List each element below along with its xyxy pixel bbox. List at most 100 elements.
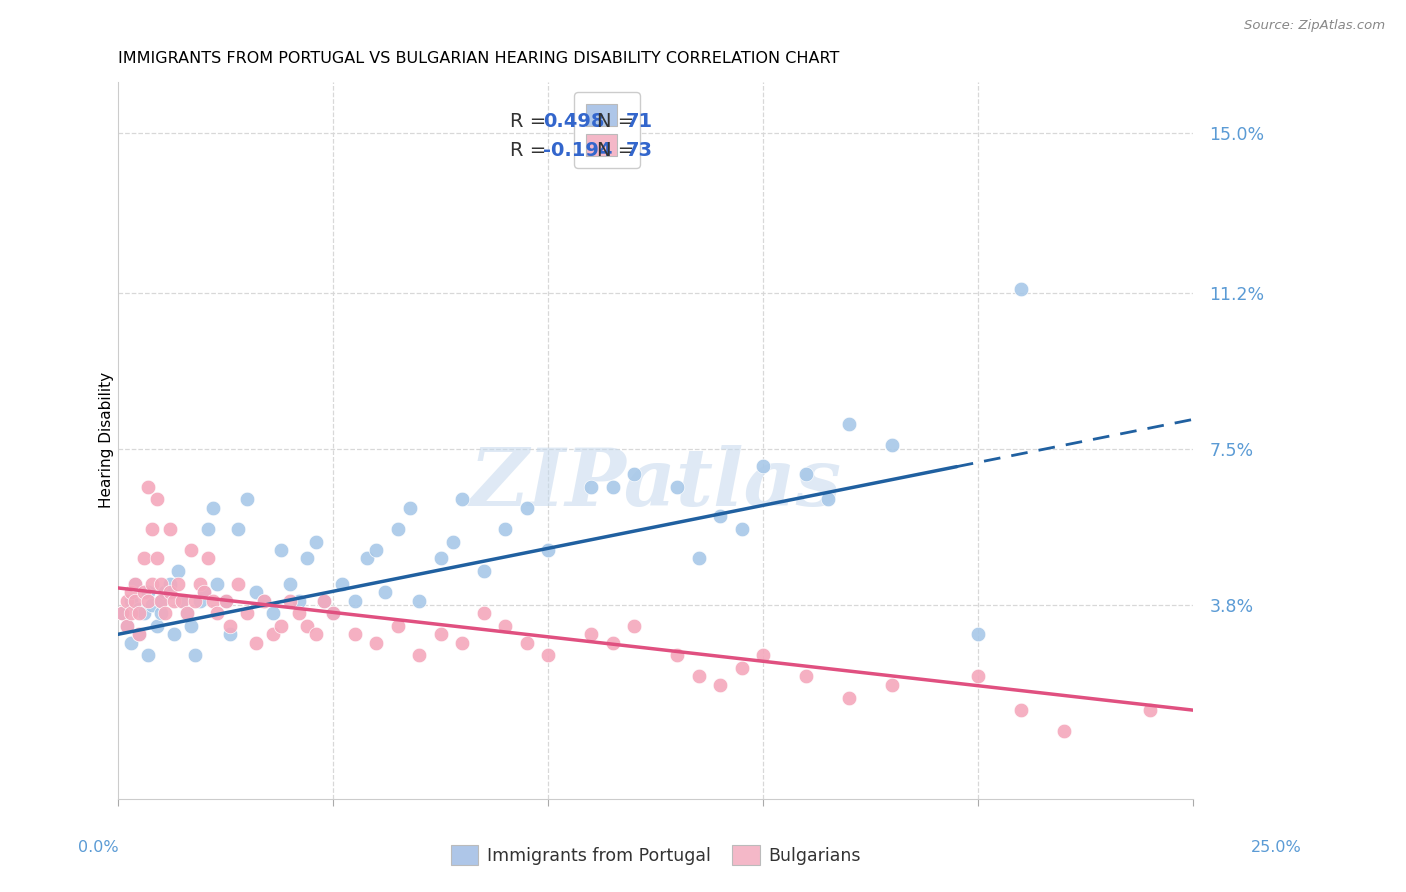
Point: [429, 551, 451, 566]
Point: [149, 576, 172, 591]
Point: [163, 627, 186, 641]
Text: 0.498: 0.498: [543, 112, 605, 131]
Point: [297, 619, 319, 633]
Point: [176, 606, 198, 620]
Point: [374, 585, 396, 599]
Point: [314, 593, 336, 607]
Point: [253, 593, 276, 607]
Point: [967, 669, 990, 683]
Point: [149, 593, 172, 607]
Text: 25.0%: 25.0%: [1251, 840, 1302, 855]
Point: [1053, 724, 1076, 739]
Point: [623, 619, 645, 633]
Point: [214, 593, 236, 607]
Y-axis label: Hearing Disability: Hearing Disability: [100, 372, 114, 508]
Point: [228, 576, 250, 591]
Point: [141, 576, 163, 591]
Point: [262, 627, 284, 641]
Point: [278, 593, 301, 607]
Point: [666, 648, 689, 663]
Point: [141, 598, 163, 612]
Point: [451, 492, 474, 507]
Point: [709, 509, 731, 524]
Point: [245, 636, 267, 650]
Point: [330, 576, 353, 591]
Point: [145, 551, 167, 566]
Point: [111, 606, 134, 620]
Text: -0.194: -0.194: [543, 141, 612, 160]
Point: [159, 576, 181, 591]
Point: [752, 648, 775, 663]
Point: [399, 500, 422, 515]
Text: R =: R =: [510, 141, 553, 160]
Point: [472, 606, 495, 620]
Point: [180, 543, 202, 558]
Point: [253, 593, 276, 607]
Text: R =: R =: [510, 112, 553, 131]
Point: [167, 576, 190, 591]
Point: [287, 606, 309, 620]
Point: [132, 606, 155, 620]
Point: [236, 606, 259, 620]
Point: [214, 593, 236, 607]
Point: [1010, 282, 1032, 296]
Legend: Immigrants from Portugal, Bulgarians: Immigrants from Portugal, Bulgarians: [444, 838, 868, 872]
Point: [180, 619, 202, 633]
Point: [155, 585, 177, 599]
Point: [408, 648, 430, 663]
Point: [124, 576, 146, 591]
Point: [262, 606, 284, 620]
Point: [602, 636, 624, 650]
Point: [494, 619, 516, 633]
Point: [623, 467, 645, 482]
Point: [155, 606, 177, 620]
Point: [579, 480, 602, 494]
Point: [218, 619, 240, 633]
Point: [494, 522, 516, 536]
Point: [297, 551, 319, 566]
Point: [228, 522, 250, 536]
Point: [838, 690, 860, 705]
Point: [197, 522, 219, 536]
Point: [731, 522, 754, 536]
Point: [364, 543, 387, 558]
Point: [1010, 703, 1032, 717]
Point: [731, 661, 754, 675]
Point: [314, 593, 336, 607]
Point: [149, 606, 172, 620]
Point: [305, 534, 328, 549]
Point: [193, 585, 215, 599]
Point: [516, 500, 538, 515]
Point: [124, 593, 146, 607]
Text: IMMIGRANTS FROM PORTUGAL VS BULGARIAN HEARING DISABILITY CORRELATION CHART: IMMIGRANTS FROM PORTUGAL VS BULGARIAN HE…: [118, 51, 839, 66]
Point: [305, 627, 328, 641]
Point: [176, 606, 198, 620]
Point: [270, 543, 292, 558]
Point: [579, 627, 602, 641]
Point: [115, 593, 138, 607]
Point: [387, 522, 409, 536]
Point: [136, 593, 159, 607]
Point: [472, 564, 495, 578]
Point: [537, 648, 560, 663]
Point: [120, 606, 142, 620]
Text: Source: ZipAtlas.com: Source: ZipAtlas.com: [1244, 19, 1385, 31]
Point: [794, 467, 817, 482]
Point: [287, 593, 309, 607]
Point: [141, 522, 163, 536]
Point: [817, 492, 839, 507]
Point: [387, 619, 409, 633]
Point: [188, 576, 211, 591]
Point: [205, 606, 228, 620]
Point: [197, 551, 219, 566]
Point: [967, 627, 990, 641]
Point: [124, 576, 146, 591]
Point: [136, 585, 159, 599]
Point: [688, 551, 710, 566]
Point: [132, 585, 155, 599]
Point: [172, 593, 194, 607]
Point: [882, 437, 904, 451]
Point: [201, 500, 224, 515]
Point: [429, 627, 451, 641]
Point: [201, 593, 224, 607]
